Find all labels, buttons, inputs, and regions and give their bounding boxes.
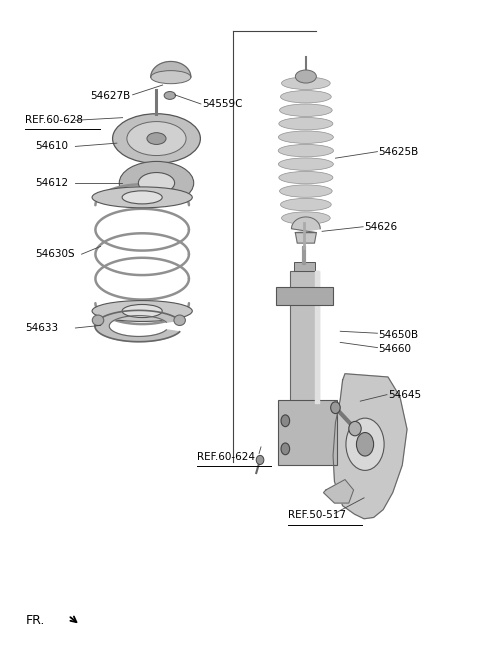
Polygon shape — [95, 310, 180, 342]
Bar — [290, 270, 319, 403]
Polygon shape — [333, 374, 407, 519]
Text: 54650B: 54650B — [378, 329, 419, 340]
Ellipse shape — [256, 455, 264, 464]
Ellipse shape — [92, 300, 192, 321]
Ellipse shape — [113, 113, 200, 163]
Text: FR.: FR. — [25, 614, 45, 627]
Ellipse shape — [281, 443, 289, 455]
Ellipse shape — [281, 212, 330, 224]
Ellipse shape — [122, 191, 162, 204]
Text: REF.50-517: REF.50-517 — [288, 510, 346, 520]
Text: 54625B: 54625B — [378, 147, 419, 157]
Text: 54630S: 54630S — [35, 249, 74, 259]
Text: 54610: 54610 — [35, 142, 68, 152]
Ellipse shape — [295, 70, 316, 83]
Text: 54627B: 54627B — [90, 91, 130, 101]
Text: 54645: 54645 — [388, 390, 421, 400]
Ellipse shape — [278, 144, 334, 157]
Ellipse shape — [279, 104, 332, 116]
Text: 54626: 54626 — [364, 222, 397, 232]
Ellipse shape — [280, 91, 331, 103]
Polygon shape — [291, 217, 320, 233]
Ellipse shape — [138, 173, 175, 194]
Ellipse shape — [122, 304, 162, 318]
Ellipse shape — [280, 198, 331, 211]
Text: REF.60-624: REF.60-624 — [197, 452, 255, 462]
Ellipse shape — [174, 315, 185, 325]
Ellipse shape — [278, 158, 334, 171]
Ellipse shape — [357, 432, 373, 456]
Bar — [278, 400, 337, 465]
Ellipse shape — [127, 121, 186, 155]
Ellipse shape — [92, 187, 192, 208]
Polygon shape — [324, 480, 354, 503]
Ellipse shape — [279, 171, 333, 184]
Ellipse shape — [119, 161, 194, 205]
Ellipse shape — [281, 415, 289, 426]
Ellipse shape — [281, 77, 330, 89]
Ellipse shape — [346, 418, 384, 470]
Bar — [294, 262, 315, 270]
Text: REF.60-628: REF.60-628 — [25, 115, 83, 125]
Text: 54612: 54612 — [35, 178, 68, 188]
Ellipse shape — [151, 71, 191, 84]
Ellipse shape — [92, 315, 104, 325]
Text: 54559C: 54559C — [202, 99, 242, 109]
Text: 54660: 54660 — [378, 344, 411, 354]
Ellipse shape — [164, 92, 176, 99]
Polygon shape — [151, 62, 191, 77]
Text: 54633: 54633 — [25, 323, 59, 333]
Ellipse shape — [279, 117, 333, 130]
Polygon shape — [295, 233, 316, 243]
Ellipse shape — [278, 131, 334, 144]
Ellipse shape — [147, 133, 166, 144]
Bar — [276, 287, 333, 305]
Ellipse shape — [279, 185, 332, 197]
Ellipse shape — [349, 421, 361, 436]
Ellipse shape — [331, 402, 340, 413]
